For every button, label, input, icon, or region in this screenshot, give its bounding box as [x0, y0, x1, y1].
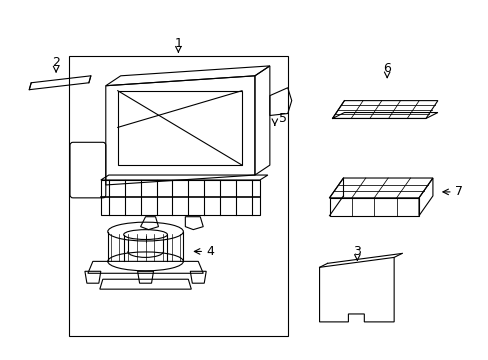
Text: 2: 2 — [52, 57, 60, 69]
Text: 7: 7 — [454, 185, 462, 198]
Text: 5: 5 — [278, 112, 286, 125]
Text: 4: 4 — [206, 245, 214, 258]
Text: 6: 6 — [383, 62, 390, 75]
Text: 1: 1 — [174, 37, 182, 50]
Text: 3: 3 — [353, 245, 361, 258]
